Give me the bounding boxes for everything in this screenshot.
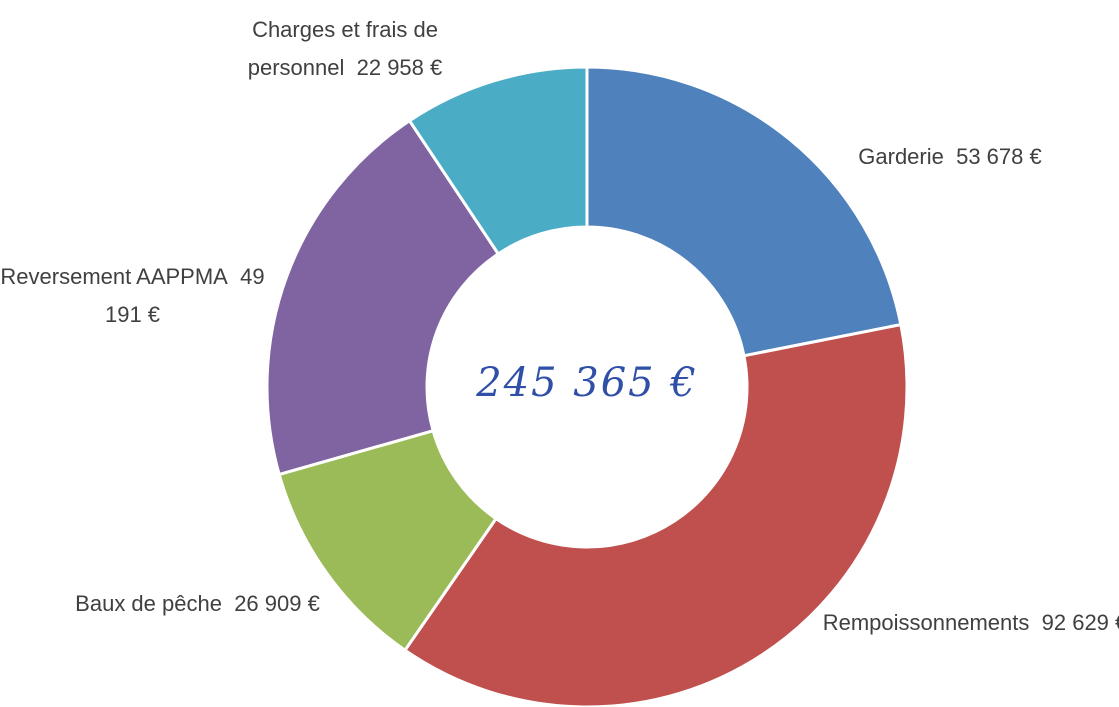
value-label: 53 678 €: [956, 144, 1042, 169]
slice-label: Charges et frais de personnel 22 958 €: [195, 11, 495, 87]
value-label: 49 191 €: [104, 264, 265, 327]
donut-slice: [407, 65, 589, 256]
center-label: 245 365 €: [476, 360, 698, 406]
donut-slice: [585, 65, 903, 358]
value-label: 26 909 €: [234, 591, 320, 616]
category-name: Rempoissonnements: [822, 610, 1030, 635]
donut-slice: [265, 118, 501, 477]
slice-label: Baux de pêche 26 909 €: [60, 585, 335, 623]
value-label: 22 958 €: [356, 55, 443, 80]
slice-label: Garderie 53 678 €: [820, 138, 1080, 176]
value-label: 92 629 €: [1041, 610, 1119, 635]
donut-slice: [402, 322, 909, 707]
category-name: Baux de pêche: [75, 591, 222, 616]
category-name: Charges et frais de personnel: [247, 17, 438, 80]
category-name: Reversement AAPPMA: [0, 264, 228, 289]
slice-label: Reversement AAPPMA 49 191 €: [0, 258, 265, 334]
slice-label: Rempoissonnements 92 629 €: [820, 604, 1119, 642]
category-name: Garderie: [858, 144, 944, 169]
